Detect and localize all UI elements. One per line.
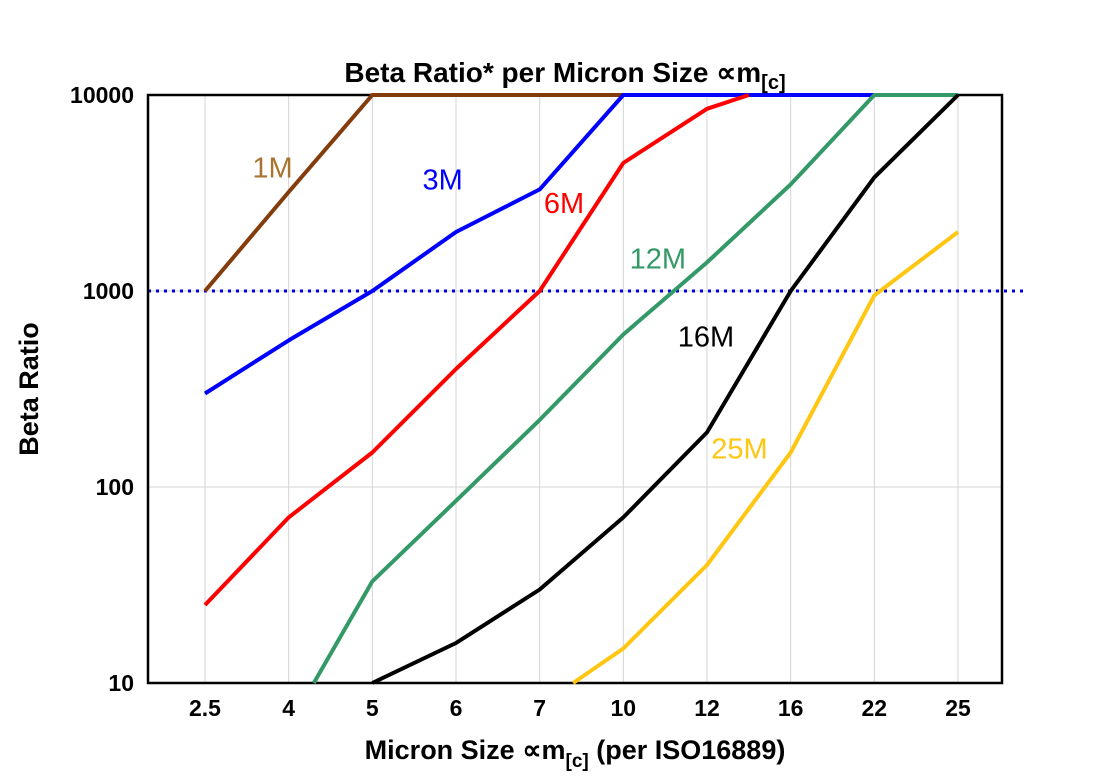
series-line-25M [571, 230, 960, 685]
series-line-6M [203, 93, 750, 607]
series-line-12M [312, 93, 958, 684]
tick-label-layer: 2.5 4 5 6 7 10 12 16 22 25 10 100 1000 10000 [70, 82, 971, 721]
x-tick-10: 10 [611, 695, 637, 721]
y-tick-100: 100 [96, 474, 134, 500]
x-tick-4: 4 [282, 695, 295, 721]
x-tick-7: 7 [533, 695, 546, 721]
x-tick-2.5: 2.5 [189, 695, 221, 721]
y-tick-10000: 10000 [70, 82, 134, 108]
series-line-16M [371, 93, 960, 685]
series-label-3M: 3M [423, 164, 463, 196]
series-line-3M [203, 93, 875, 396]
x-tick-25: 25 [945, 695, 971, 721]
x-tick-22: 22 [862, 695, 888, 721]
series-layer [203, 93, 960, 685]
series-label-1M: 1M [252, 152, 292, 184]
series-label-layer: 1M 3M 6M 12M 16M 25M [252, 152, 767, 465]
series-line-1M [203, 93, 624, 293]
chart-title: Beta Ratio* per Micron Size ∝m[c] [344, 57, 785, 94]
x-axis-label: Micron Size ∝m[c] (per ISO16889) [365, 735, 786, 772]
series-label-12M: 12M [630, 244, 686, 276]
x-tick-5: 5 [366, 695, 379, 721]
y-tick-1000: 1000 [83, 278, 134, 304]
series-label-6M: 6M [544, 188, 584, 220]
x-tick-16: 16 [778, 695, 804, 721]
x-tick-6: 6 [450, 695, 463, 721]
x-tick-12: 12 [694, 695, 720, 721]
y-tick-10: 10 [108, 670, 134, 696]
y-axis-label: Beta Ratio [14, 322, 44, 456]
series-label-16M: 16M [678, 322, 734, 354]
series-label-25M: 25M [711, 433, 767, 465]
